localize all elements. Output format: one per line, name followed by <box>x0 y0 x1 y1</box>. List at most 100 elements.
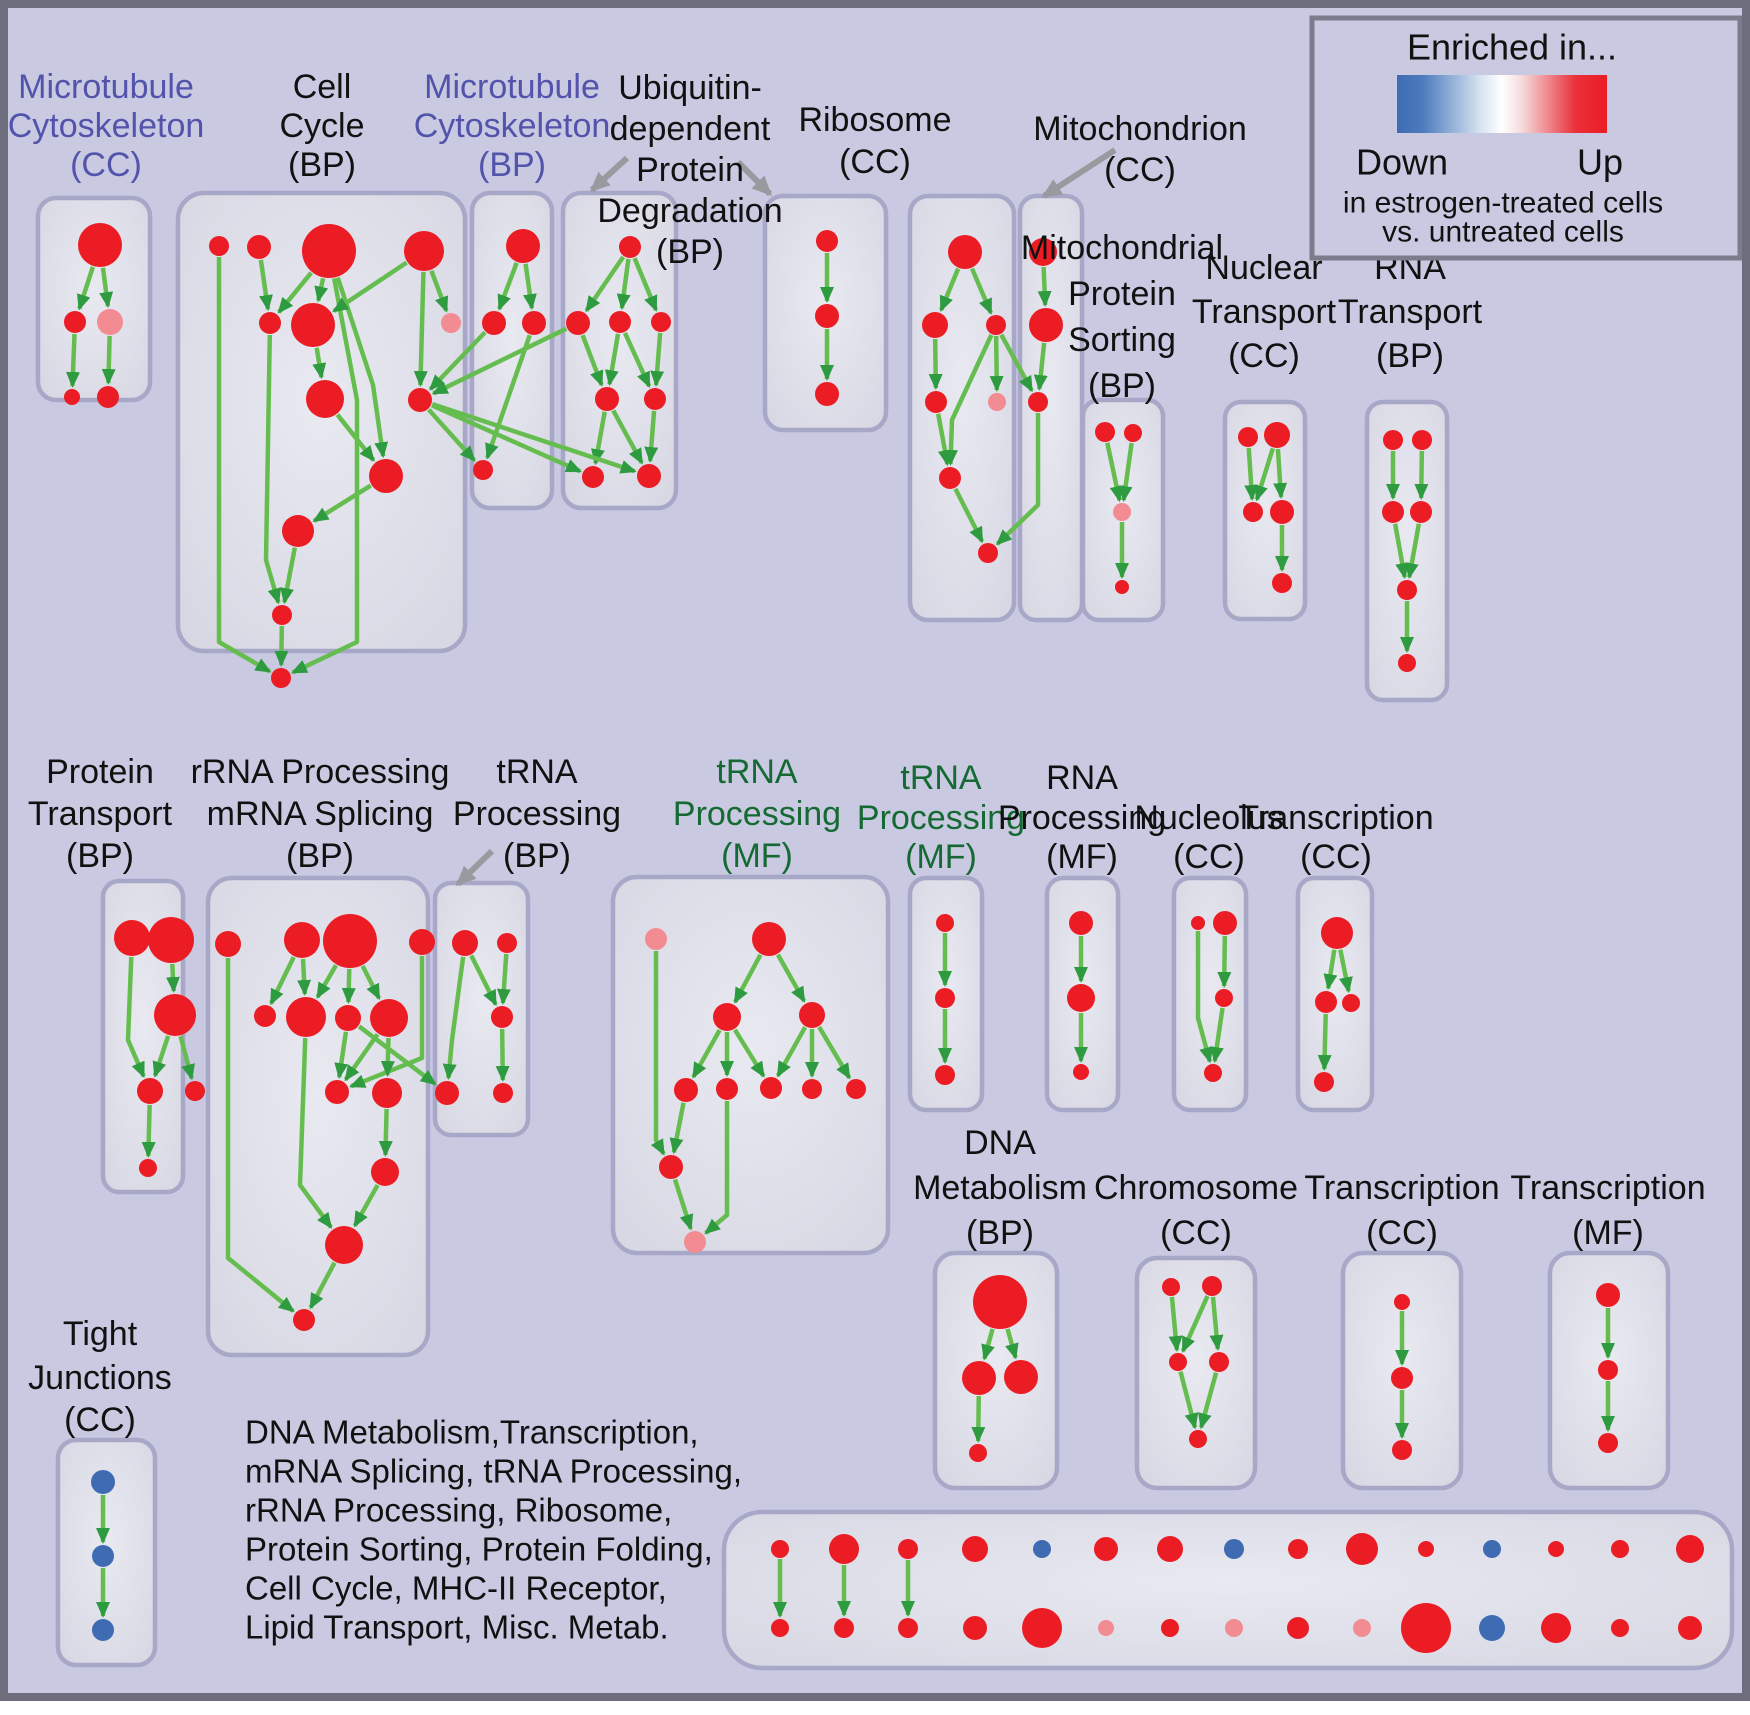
edge-microtubule-cc <box>99 267 114 309</box>
edge-transcription-cc <box>1317 1013 1332 1072</box>
label-rrna-mrna-line: mRNA Splicing <box>207 795 434 833</box>
go-term-node-red <box>247 235 271 259</box>
label-rna-transport-line: Transport <box>1338 293 1483 331</box>
go-term-node-red <box>1412 430 1432 450</box>
go-term-node-red <box>409 929 435 955</box>
go-term-node-red <box>1028 392 1048 412</box>
edge-protein-transport <box>165 963 180 994</box>
go-term-node-red <box>1264 422 1290 448</box>
edge-ubiquitin-bp <box>644 410 659 464</box>
label-trna-mf-2-line: tRNA <box>900 759 982 797</box>
edge-ubiquitin-bp <box>580 334 604 387</box>
label-rna-transport-line: (BP) <box>1376 337 1444 375</box>
label-cell-cycle-line: Cell <box>293 68 352 106</box>
go-term-node-red <box>935 988 955 1008</box>
edge-ubiquitin-bp <box>616 258 631 311</box>
cross-edge <box>427 408 476 462</box>
go-term-node-red <box>1287 1617 1309 1639</box>
edge-nucleolus <box>1217 935 1232 989</box>
edge-cell-cycle <box>332 260 408 314</box>
go-term-node-red <box>1073 1064 1089 1080</box>
go-term-node-red <box>1191 916 1205 930</box>
edge-dna-metabolism <box>1005 1328 1019 1360</box>
label-dna-metabolism-line: (BP) <box>966 1214 1034 1252</box>
go-term-node-red <box>148 917 194 963</box>
edge-chromosome <box>1198 1372 1219 1430</box>
go-term-node-red <box>473 460 493 480</box>
edge-microtubule-bp <box>522 263 537 311</box>
go-term-node-red <box>1204 1064 1222 1082</box>
go-term-node-blue <box>92 1619 114 1641</box>
label-cell-cycle-line: (BP) <box>288 146 356 184</box>
go-term-node-red <box>1161 1619 1179 1637</box>
go-term-node-red <box>1398 654 1416 672</box>
go-term-node-red <box>659 1155 683 1179</box>
label-rna-processing-mf-line: (MF) <box>1046 838 1118 876</box>
label-mito-sorting-line: Mitochondrial <box>1021 229 1223 267</box>
go-term-node-red <box>1029 308 1063 342</box>
edge-rrna-mrna <box>360 964 382 1001</box>
go-term-node-pink <box>1098 1620 1114 1636</box>
label-ubiquitin-line: Ubiquitin- <box>618 69 762 107</box>
go-term-node-red <box>284 922 320 958</box>
go-term-node-red <box>1202 1276 1222 1296</box>
cluster-box-microtubule-cc <box>35 195 153 403</box>
legend-down-label: Down <box>1356 142 1448 183</box>
go-term-node-red <box>1383 430 1403 450</box>
label-trna-bp: tRNA Processing (BP) <box>453 753 621 875</box>
label-transcription-mf-line: Transcription <box>1510 1169 1705 1207</box>
edge-ubiquitin-bp <box>622 331 652 389</box>
go-term-node-red <box>482 311 506 335</box>
go-term-node-blue <box>1224 1539 1244 1559</box>
go-term-node-red <box>935 1065 955 1085</box>
edge-rrna-mrna <box>378 1108 393 1158</box>
edge-ribosome-cc <box>928 338 943 391</box>
edge-nuclear-transport <box>1244 447 1259 502</box>
go-term-node-red <box>491 1006 513 1028</box>
go-term-node-red <box>272 605 292 625</box>
go-term-node-red <box>1004 1360 1038 1394</box>
go-term-node-pink <box>988 393 1006 411</box>
note-line: DNA Metabolism,Transcription, <box>245 1414 699 1451</box>
go-term-node-pink <box>441 313 461 333</box>
edge-ubiquitin-bp <box>604 333 621 387</box>
edge-ribosome-cc <box>989 335 1004 393</box>
label-mito-sorting-line: Sorting <box>1068 321 1176 359</box>
edge-rrna-mrna <box>315 964 338 999</box>
go-term-node-pink <box>684 1231 706 1253</box>
go-term-node-red <box>325 1226 363 1264</box>
label-trna-bp-line: Processing <box>453 795 621 833</box>
label-rrna-mrna-line: rRNA Processing <box>191 753 450 791</box>
edge-chromosome <box>1180 1295 1210 1353</box>
label-microtubule-cc-line: Cytoskeleton <box>8 107 205 145</box>
go-term-node-red <box>1410 501 1432 523</box>
edge-cell-cycle <box>335 413 376 462</box>
go-term-node-red <box>452 930 478 956</box>
edge-transcription-cc <box>1338 949 1353 994</box>
edge-rrna-mrna <box>341 968 356 1005</box>
label-transcription-cc-2-line: (CC) <box>1366 1214 1438 1252</box>
go-term-node-red <box>114 920 150 956</box>
go-term-node-red <box>1314 1072 1334 1092</box>
note-line: Lipid Transport, Misc. Metab. <box>245 1609 669 1646</box>
go-term-node-red <box>609 311 631 333</box>
edge-rrna-mrna <box>352 1183 380 1228</box>
go-term-node-red <box>286 997 326 1037</box>
label-mitochondrion: Mitochondrion(CC) <box>1033 110 1247 189</box>
go-term-node-red <box>1676 1535 1704 1563</box>
go-term-node-red <box>1243 502 1263 522</box>
bottom-margin <box>0 1700 1750 1715</box>
edge-protein-transport <box>152 1035 171 1078</box>
go-term-node-red <box>802 1079 822 1099</box>
cluster-box-chromosome <box>1134 1255 1258 1491</box>
label-transcription-cc-line: (CC) <box>1300 838 1372 876</box>
go-term-node-red <box>1169 1353 1187 1371</box>
label-microtubule-bp-line: (BP) <box>478 146 546 184</box>
go-term-node-red <box>760 1077 782 1099</box>
go-term-node-red <box>962 1536 988 1562</box>
misc-categories-note: DNA Metabolism,Transcription,mRNA Splici… <box>245 1414 742 1646</box>
go-term-node-red <box>1209 1352 1229 1372</box>
edge-chromosome <box>1178 1371 1199 1430</box>
edge-cell-cycle <box>312 483 372 523</box>
edge-cell-cycle <box>277 271 313 314</box>
